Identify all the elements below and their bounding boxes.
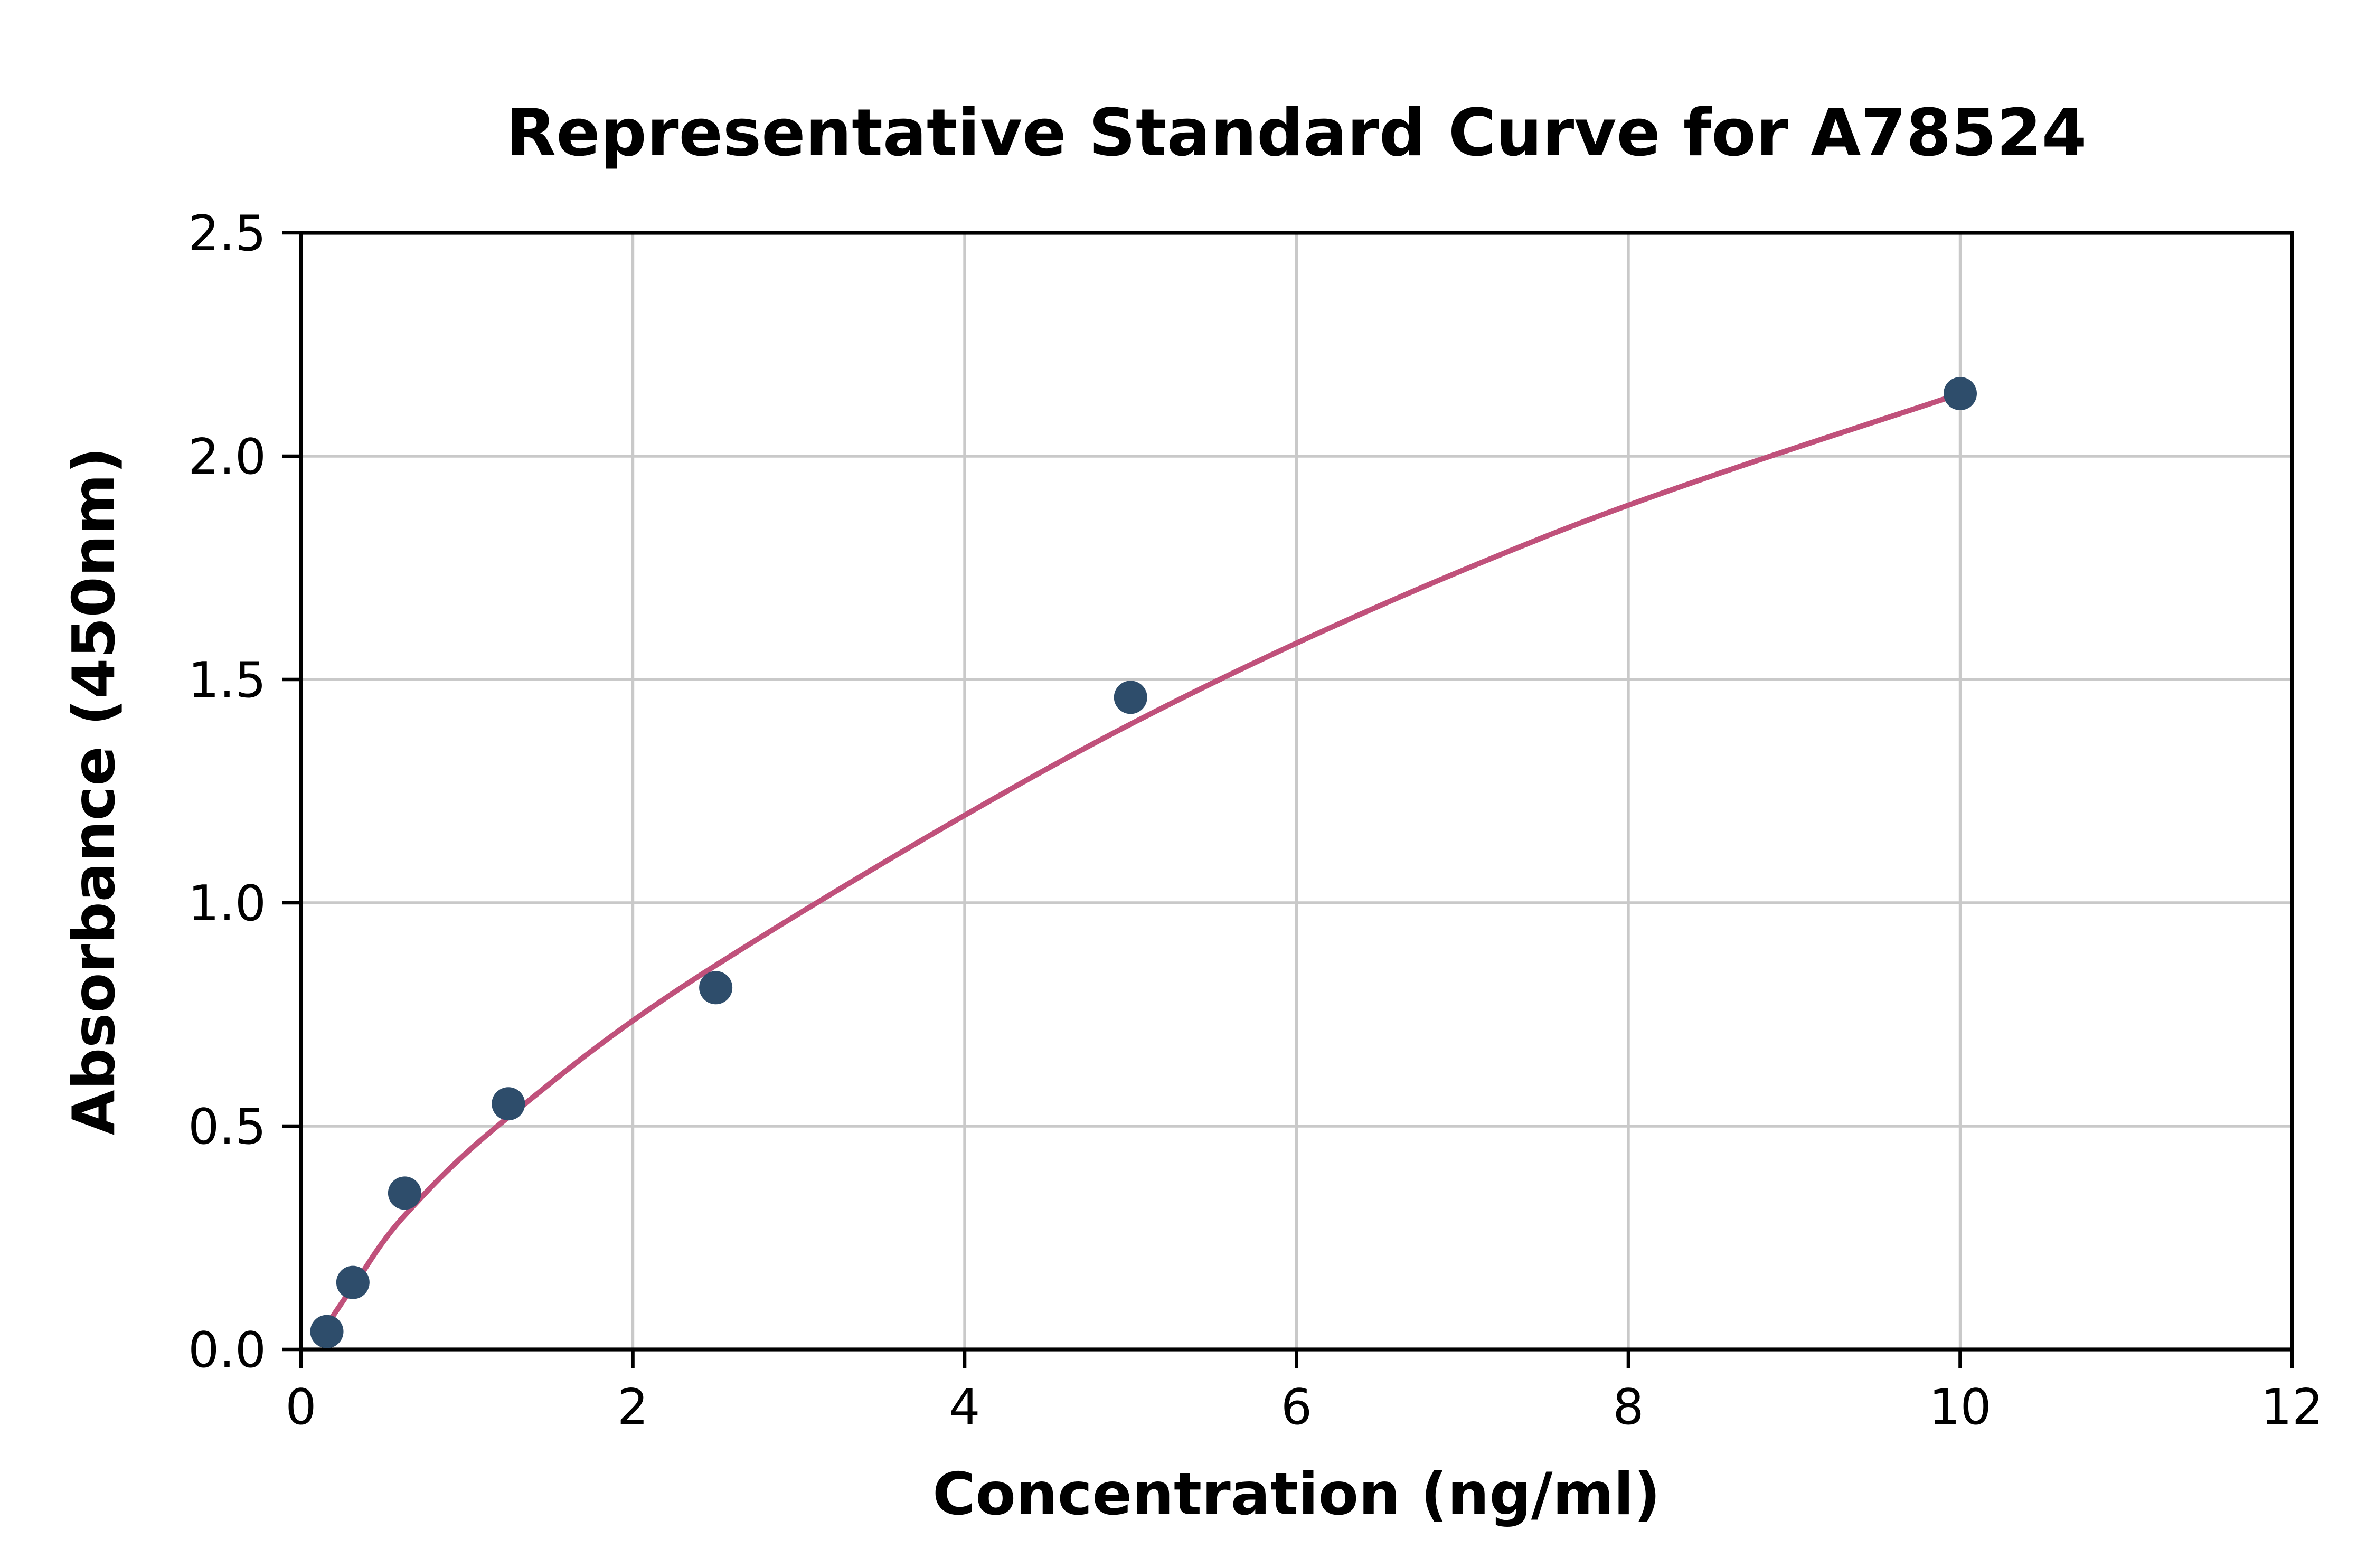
x-tick-label: 4 <box>949 1378 980 1435</box>
x-axis-label: Concentration (ng/ml) <box>932 1460 1661 1528</box>
data-point <box>492 1087 525 1121</box>
data-point <box>699 971 733 1005</box>
x-tick-label: 8 <box>1613 1378 1644 1435</box>
data-point <box>310 1315 344 1348</box>
y-tick-label: 0.0 <box>188 1321 266 1378</box>
plot-border <box>299 231 2294 1352</box>
x-tick-label: 2 <box>617 1378 648 1435</box>
x-tick-label: 6 <box>1281 1378 1312 1435</box>
data-point <box>388 1176 421 1210</box>
grid-layer <box>299 231 2294 1351</box>
x-tick-label: 0 <box>285 1378 316 1435</box>
y-tick-label: 1.0 <box>188 875 266 932</box>
y-tick-label: 2.5 <box>188 205 266 262</box>
fit-curve <box>315 391 1963 1339</box>
curve-layer <box>315 391 1963 1339</box>
data-point <box>1944 377 1977 411</box>
tick-layer: 0 2 4 6 8 10 12 0.0 0.5 1.0 1.5 2.0 2.5 <box>188 205 2323 1435</box>
y-tick-label: 1.5 <box>188 651 266 709</box>
y-tick-label: 2.0 <box>188 428 266 485</box>
data-point <box>336 1265 370 1299</box>
chart-title: Representative Standard Curve for A78524 <box>506 96 2087 171</box>
point-layer <box>310 377 1977 1348</box>
x-tick-label: 10 <box>1929 1378 1991 1435</box>
data-point <box>1114 681 1147 714</box>
x-tick-label: 12 <box>2261 1378 2323 1435</box>
y-axis-label: Absorbance (450nm) <box>60 447 128 1135</box>
y-tick-label: 0.5 <box>188 1098 266 1155</box>
